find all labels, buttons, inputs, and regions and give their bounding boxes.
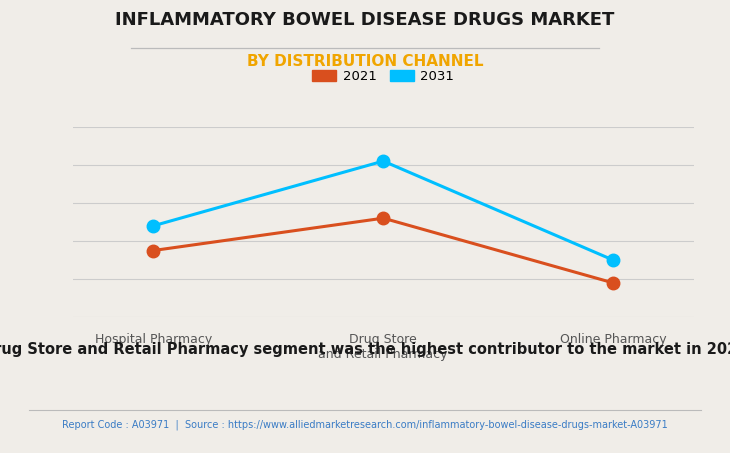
Text: INFLAMMATORY BOWEL DISEASE DRUGS MARKET: INFLAMMATORY BOWEL DISEASE DRUGS MARKET (115, 11, 615, 29)
Text: BY DISTRIBUTION CHANNEL: BY DISTRIBUTION CHANNEL (247, 54, 483, 69)
Text: Report Code : A03971  |  Source : https://www.alliedmarketresearch.com/inflammat: Report Code : A03971 | Source : https://… (62, 419, 668, 429)
Text: Drug Store and Retail Pharmacy segment was the highest contributor to the market: Drug Store and Retail Pharmacy segment w… (0, 342, 730, 357)
Legend: 2021, 2031: 2021, 2031 (307, 65, 459, 88)
